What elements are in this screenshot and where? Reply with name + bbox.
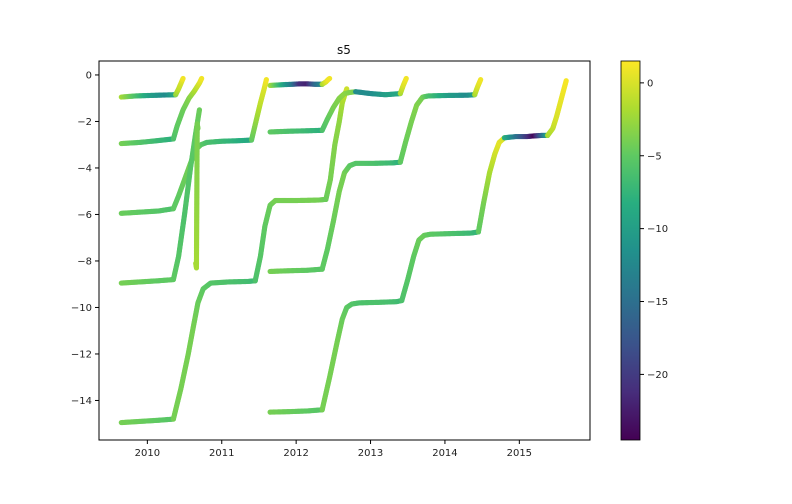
data-point — [263, 77, 269, 83]
colorbar-tick-label: −5 — [647, 151, 662, 162]
y-axis: 0 −2 −4 −6 −8 −10 −12 −14 — [71, 70, 99, 407]
plot-area-frame — [98, 60, 591, 441]
x-tick-label: 2012 — [283, 448, 308, 459]
data-point — [180, 75, 186, 82]
data-point — [327, 75, 333, 82]
x-tick-label: 2010 — [135, 448, 160, 459]
chart-title: s5 — [337, 43, 351, 57]
y-tick-label: −6 — [77, 210, 92, 221]
y-tick-label: −4 — [77, 163, 92, 174]
y-tick-label: 0 — [86, 70, 92, 81]
x-tick-label: 2014 — [432, 448, 457, 459]
y-tick-label: −14 — [71, 396, 92, 407]
data-point — [195, 125, 201, 132]
data-point — [403, 75, 409, 82]
y-tick-label: −8 — [77, 256, 92, 267]
colorbar-tick-label: −20 — [647, 370, 668, 381]
x-tick-label: 2015 — [507, 448, 532, 459]
data-point — [196, 107, 203, 113]
x-tick-label: 2013 — [358, 448, 383, 459]
x-tick-label: 2011 — [209, 448, 234, 459]
data-point — [478, 77, 484, 83]
data-point — [563, 78, 569, 84]
x-axis: 2010 2011 2012 2013 2014 2015 — [135, 440, 532, 459]
data-points — [118, 75, 569, 426]
y-tick-label: −10 — [71, 303, 92, 314]
y-tick-label: −2 — [77, 117, 92, 128]
colorbar-axis: 0 −5 −10 −15 −20 — [640, 78, 668, 381]
colorbar-tick-label: 0 — [647, 78, 653, 89]
colorbar — [620, 60, 641, 441]
colorbar-tick-label: −10 — [647, 224, 668, 235]
colorbar-tick-label: −15 — [647, 297, 668, 308]
data-point — [199, 75, 205, 82]
y-tick-label: −12 — [71, 349, 92, 360]
